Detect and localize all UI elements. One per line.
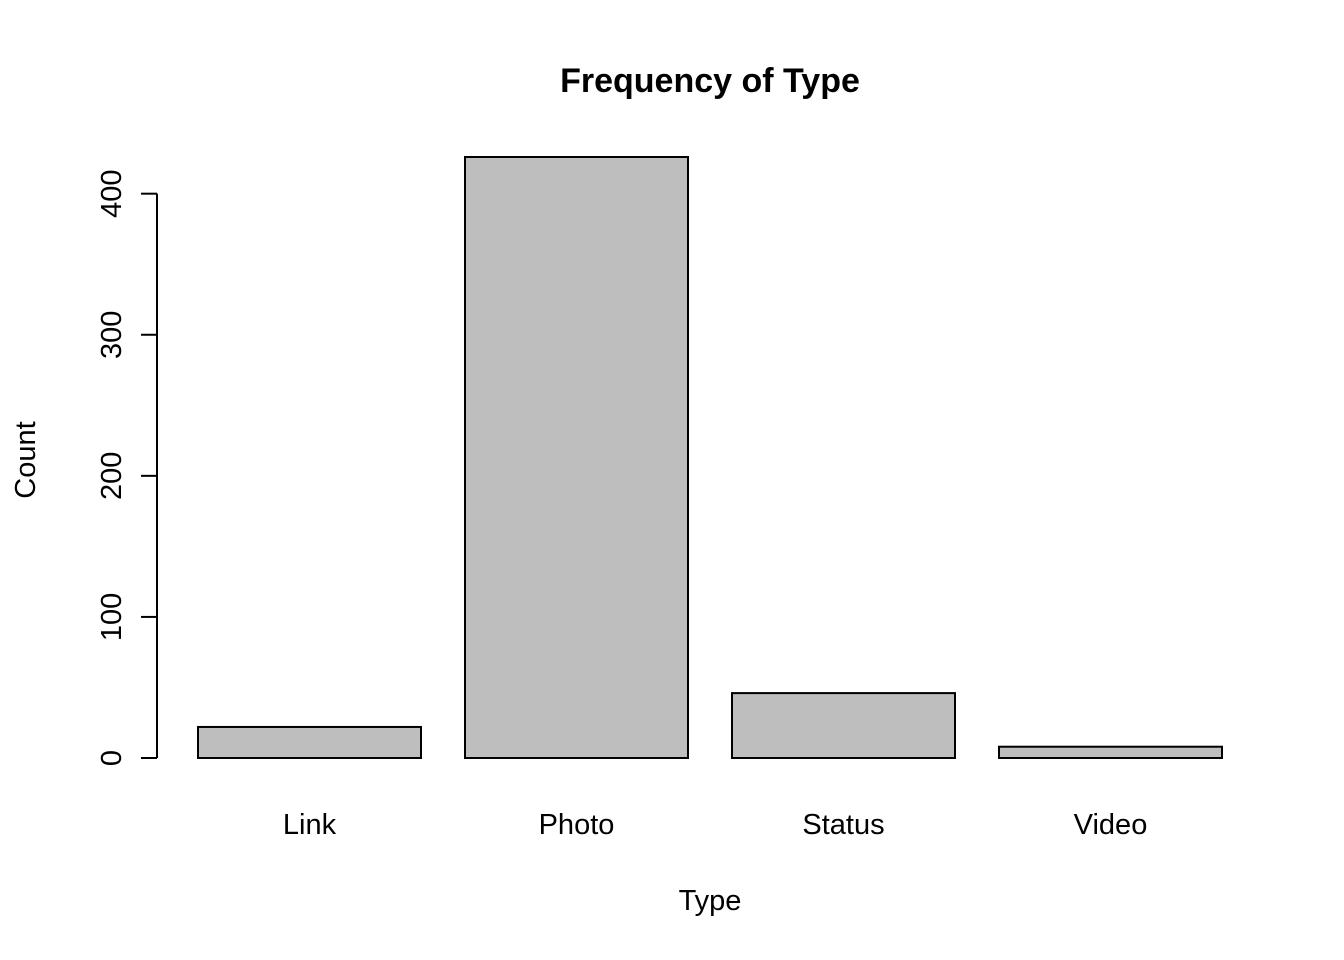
chart-title: Frequency of Type [560, 62, 860, 100]
y-axis-label: Count [10, 421, 42, 498]
y-axis: 0 100 200 300 400 [96, 169, 158, 766]
x-tick-label-photo: Photo [539, 809, 615, 841]
y-tick-label: 400 [96, 169, 128, 217]
y-tick-label: 100 [96, 593, 128, 641]
y-tick-label: 0 [96, 750, 128, 766]
x-axis-label: Type [679, 885, 742, 917]
x-tick-labels: Link Photo Status Video [283, 809, 1147, 841]
y-tick-label: 300 [96, 311, 128, 359]
bar-video [998, 745, 1223, 760]
x-tick-label-status: Status [802, 809, 884, 841]
bar-status [731, 692, 956, 759]
bar-link [197, 725, 422, 760]
x-tick-label-link: Link [283, 809, 337, 841]
y-tick-label: 200 [96, 452, 128, 500]
bars-group [197, 156, 1223, 760]
x-tick-label-video: Video [1074, 809, 1148, 841]
bar-photo [464, 156, 689, 759]
